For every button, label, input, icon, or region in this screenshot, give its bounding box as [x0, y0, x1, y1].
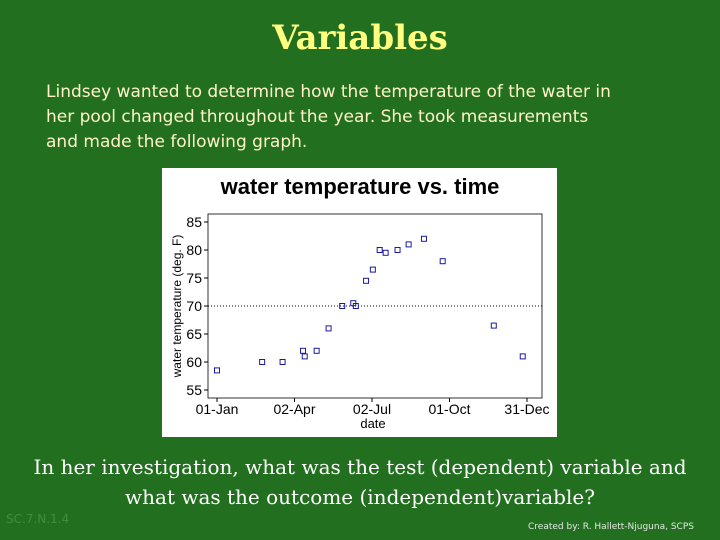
x-axis-label: date	[360, 416, 385, 431]
credit: Created by: R. Hallett-Njuguna, SCPS	[528, 522, 694, 532]
intro-line: her pool changed throughout the year. Sh…	[46, 107, 589, 127]
x-tick-label: 02-Apr	[273, 401, 315, 417]
question-line: In her investigation, what was the test …	[33, 455, 687, 479]
data-point	[420, 235, 427, 242]
data-point	[259, 359, 266, 365]
slide-title: Variables	[272, 18, 448, 58]
x-tick-label: 31-Dec	[504, 401, 549, 417]
y-tick-label: 70	[186, 298, 202, 314]
data-point	[363, 277, 370, 284]
data-point	[339, 303, 346, 309]
data-point	[490, 322, 497, 329]
data-point	[394, 247, 401, 253]
data-point	[382, 249, 389, 256]
data-point	[439, 258, 446, 265]
y-tick-label: 75	[186, 270, 202, 286]
data-point	[300, 347, 307, 354]
standard: SC.7.N.1.4	[6, 512, 70, 526]
y-tick-label: 85	[186, 214, 202, 230]
chart-background	[162, 168, 557, 437]
data-point	[369, 266, 376, 273]
intro-line: and made the following graph.	[46, 132, 308, 152]
data-point	[519, 353, 526, 360]
y-axis-label: water temperature (deg. F)	[170, 235, 184, 379]
data-point	[405, 241, 412, 248]
data-point	[301, 353, 308, 360]
x-tick-label: 01-Jan	[196, 401, 239, 417]
y-tick-label: 80	[186, 242, 202, 258]
y-tick-label: 65	[186, 326, 202, 342]
intro: Lindsey wanted to determine how the temp…	[46, 80, 611, 155]
data-point	[325, 325, 332, 332]
data-point	[214, 367, 220, 374]
data-point	[279, 359, 286, 365]
x-tick-label: 02-Jul	[353, 401, 391, 417]
chart-title: water temperature vs. time	[220, 174, 500, 199]
data-point	[313, 347, 320, 354]
y-tick-label: 60	[186, 354, 202, 370]
y-tick-label: 55	[186, 382, 202, 398]
question-line: what was the outcome (independent)variab…	[125, 485, 595, 509]
x-tick-label: 01-Oct	[428, 401, 470, 417]
question: In her investigation, what was the test …	[0, 452, 720, 512]
data-point	[352, 303, 359, 309]
data-point	[376, 247, 383, 253]
intro-line: Lindsey wanted to determine how the temp…	[46, 82, 611, 102]
